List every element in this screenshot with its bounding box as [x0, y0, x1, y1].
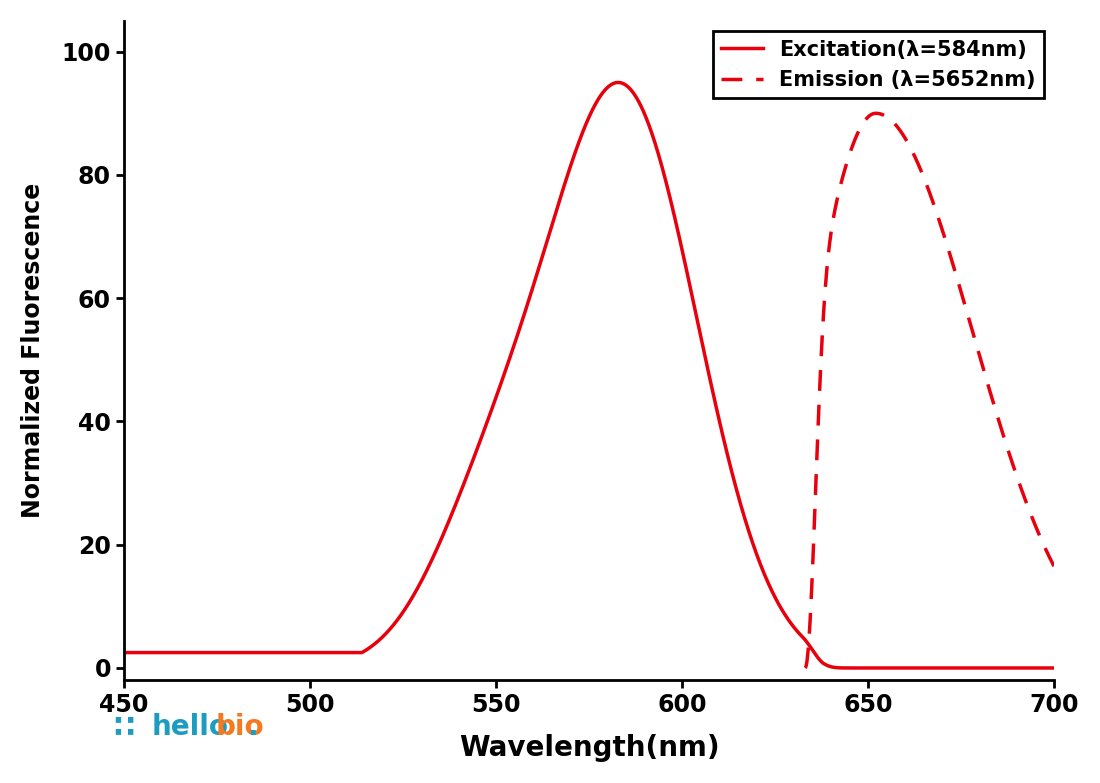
Emission (λ=5652nm): [830, 197, 844, 206]
Excitation(λ=584nm): [855, 663, 868, 673]
Excitation(λ=584nm): [165, 648, 178, 657]
Excitation(λ=584nm): [570, 144, 583, 153]
Emission (λ=5652nm): [799, 663, 812, 673]
Emission (λ=5652nm): [1047, 561, 1060, 570]
X-axis label: Wavelength(nm): Wavelength(nm): [459, 734, 719, 762]
Line: Emission (λ=5652nm): Emission (λ=5652nm): [805, 114, 1054, 668]
Excitation(λ=584nm): [118, 648, 131, 657]
Excitation(λ=584nm): [1022, 663, 1035, 673]
Y-axis label: Normalized Fluorescence: Normalized Fluorescence: [21, 183, 45, 518]
Excitation(λ=584nm): [612, 78, 625, 87]
Emission (λ=5652nm): [1047, 561, 1060, 571]
Emission (λ=5652nm): [896, 130, 910, 139]
Emission (λ=5652nm): [987, 399, 1000, 409]
Emission (λ=5652nm): [869, 109, 882, 118]
Emission (λ=5652nm): [997, 430, 1010, 439]
Excitation(λ=584nm): [850, 663, 864, 673]
Emission (λ=5652nm): [915, 169, 928, 179]
Text: hello: hello: [152, 713, 229, 742]
Excitation(λ=584nm): [1021, 663, 1034, 673]
Text: bio: bio: [216, 713, 264, 742]
Text: .: .: [248, 713, 257, 742]
Excitation(λ=584nm): [1048, 663, 1062, 673]
Line: Excitation(λ=584nm): Excitation(λ=584nm): [124, 82, 1055, 668]
Excitation(λ=584nm): [546, 221, 559, 230]
Legend: Excitation(λ=584nm), Emission (λ=5652nm): Excitation(λ=584nm), Emission (λ=5652nm): [713, 31, 1044, 99]
Text: ∷: ∷: [113, 713, 134, 742]
